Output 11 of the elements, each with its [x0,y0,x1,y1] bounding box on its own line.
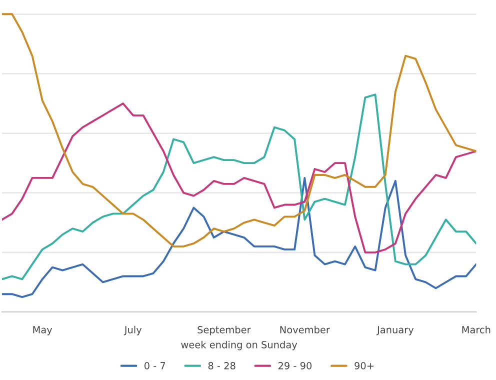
legend-label: 90+ [354,362,374,370]
legend-label: 8 - 28 [208,362,236,370]
x-tick-label: March [462,326,490,334]
x-tick-label: January [376,326,414,336]
x-tick-label: May [33,326,52,336]
x-tick-label: July [124,326,142,336]
legend-label: 0 - 7 [144,362,166,370]
legend-label: 29 - 90 [278,362,312,370]
x-tick-label: September [198,326,251,336]
x-axis-title: week ending on Sunday [181,340,298,350]
x-tick-label: November [280,326,330,334]
